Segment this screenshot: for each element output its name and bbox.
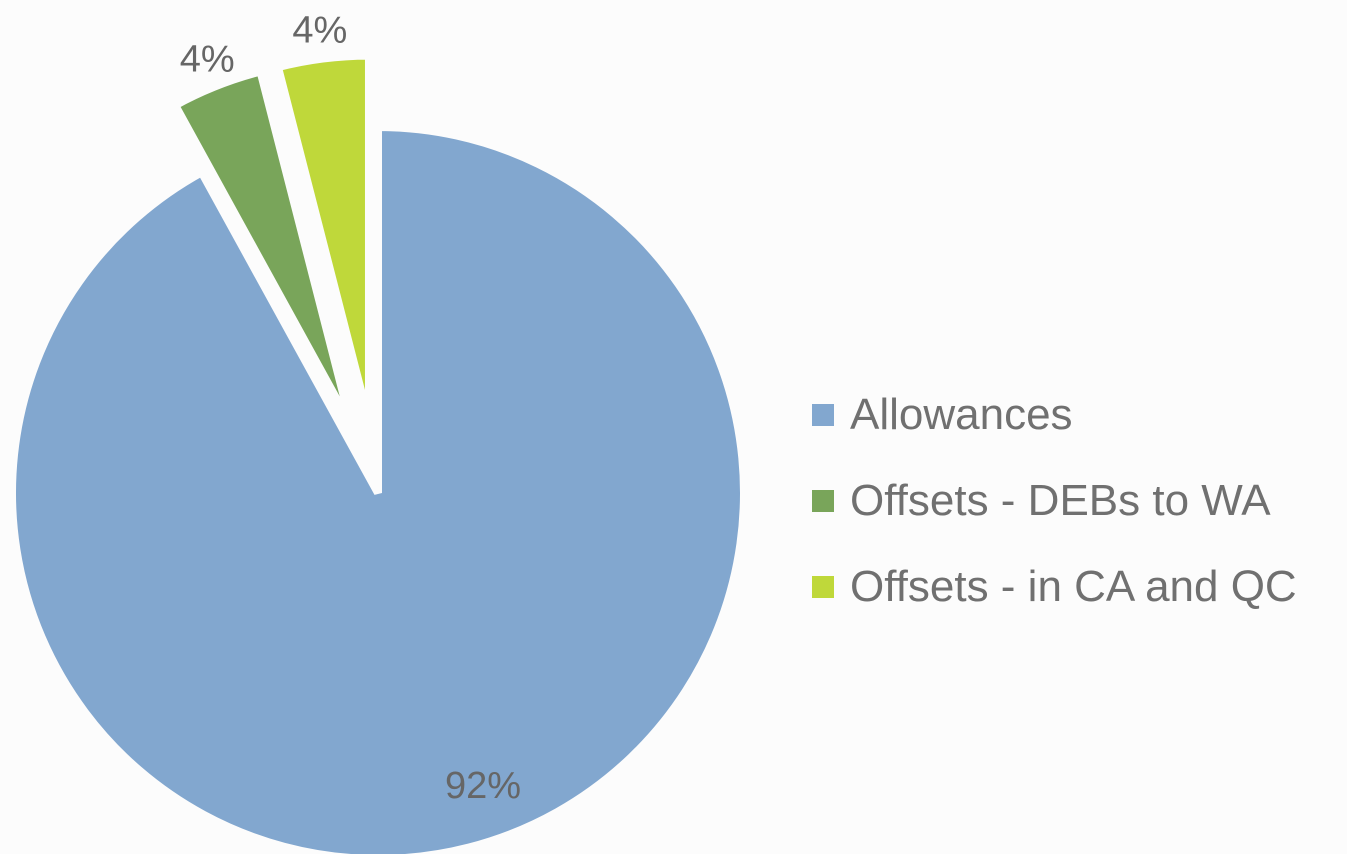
legend-item-1: Allowances [812, 372, 1297, 458]
legend-swatch-2 [812, 490, 834, 512]
legend-item-3: Offsets - in CA and QC [812, 544, 1297, 630]
legend-label-1: Allowances [850, 390, 1073, 439]
pie-slice-2 [169, 66, 356, 428]
pie-slice-3 [273, 51, 373, 423]
legend-item-2: Offsets - DEBs to WA [812, 458, 1297, 544]
data-label-1: 92% [445, 765, 521, 807]
data-label-2: 4% [180, 39, 235, 81]
chart-legend: Allowances Offsets - DEBs to WA Offsets - … [812, 372, 1297, 630]
legend-swatch-1 [812, 404, 834, 426]
pie-data-labels: 92% 4% 4% [180, 10, 521, 807]
legend-label-2: Offsets - DEBs to WA [850, 476, 1271, 525]
legend-label-3: Offsets - in CA and QC [850, 562, 1297, 611]
legend-swatch-3 [812, 576, 834, 598]
pie-slice-1 [8, 122, 748, 854]
pie-slices [8, 51, 748, 854]
data-label-3: 4% [292, 10, 347, 52]
